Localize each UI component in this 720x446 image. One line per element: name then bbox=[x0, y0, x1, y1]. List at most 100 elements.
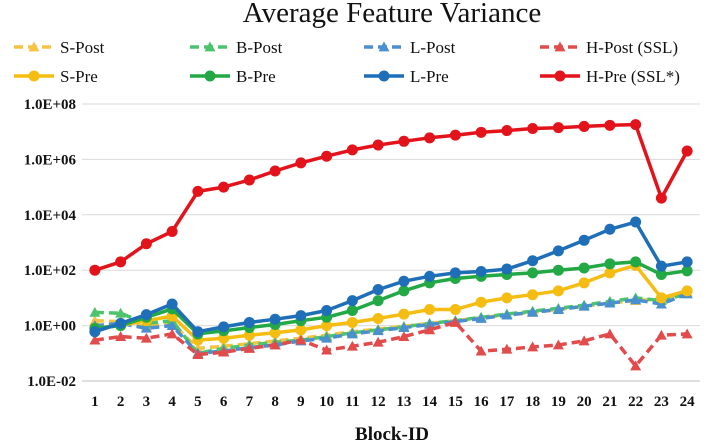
data-point bbox=[346, 295, 358, 307]
data-point bbox=[346, 316, 358, 328]
data-point bbox=[655, 268, 667, 280]
data-point bbox=[166, 328, 178, 339]
data-point bbox=[604, 223, 616, 235]
data-point bbox=[166, 320, 178, 330]
legend-entry: L-Pre bbox=[364, 67, 449, 86]
data-point bbox=[372, 284, 384, 296]
legend-entry: B-Post bbox=[190, 38, 283, 57]
data-point bbox=[630, 119, 642, 131]
data-point bbox=[218, 321, 230, 333]
x-tick-label: 6 bbox=[220, 394, 228, 410]
x-tick-label: 22 bbox=[628, 394, 643, 410]
data-point bbox=[269, 327, 281, 339]
data-point bbox=[449, 316, 461, 327]
data-point bbox=[321, 305, 333, 317]
data-point bbox=[372, 313, 384, 325]
data-point bbox=[398, 322, 410, 332]
data-point bbox=[398, 275, 410, 287]
data-point bbox=[115, 331, 127, 342]
data-point bbox=[681, 285, 693, 297]
series-line bbox=[94, 260, 688, 336]
x-tick-label: 16 bbox=[474, 394, 490, 410]
data-point bbox=[166, 298, 178, 310]
data-point bbox=[243, 342, 255, 353]
data-point bbox=[681, 265, 693, 277]
data-point bbox=[204, 70, 216, 82]
data-point bbox=[269, 313, 281, 325]
legend-label: S-Post bbox=[60, 38, 105, 57]
data-point bbox=[449, 267, 461, 279]
legend-entry: B-Pre bbox=[190, 67, 276, 86]
data-point bbox=[681, 145, 693, 157]
data-point bbox=[398, 135, 410, 147]
y-tick-label: 1.0E+00 bbox=[24, 319, 76, 335]
data-point bbox=[346, 340, 358, 351]
data-point bbox=[630, 216, 642, 228]
data-point bbox=[166, 225, 178, 237]
data-point bbox=[655, 329, 667, 340]
data-point bbox=[630, 294, 642, 305]
x-tick-label: 10 bbox=[319, 394, 334, 410]
data-point bbox=[501, 125, 513, 137]
y-tick-label: 1.0E-02 bbox=[27, 374, 76, 390]
data-point bbox=[424, 324, 436, 335]
data-point bbox=[552, 285, 564, 297]
data-point bbox=[449, 304, 461, 316]
legend-entry: S-Pre bbox=[14, 67, 98, 86]
data-point bbox=[424, 132, 436, 144]
x-tick-label: 20 bbox=[577, 394, 592, 410]
data-point bbox=[578, 277, 590, 289]
data-point bbox=[475, 265, 487, 277]
data-point bbox=[527, 267, 539, 279]
x-tick-label: 17 bbox=[499, 394, 515, 410]
legend-entry: H-Pre (SSL*) bbox=[540, 67, 680, 86]
data-point bbox=[424, 304, 436, 316]
data-point bbox=[243, 316, 255, 328]
data-point bbox=[604, 328, 616, 339]
x-tick-label: 18 bbox=[525, 394, 540, 410]
data-point bbox=[89, 326, 101, 338]
data-point bbox=[554, 41, 566, 52]
data-point bbox=[140, 322, 152, 333]
data-point bbox=[204, 41, 216, 52]
series-h-post-ssl bbox=[89, 316, 693, 371]
data-point bbox=[140, 309, 152, 321]
data-point bbox=[604, 267, 616, 279]
data-point bbox=[630, 360, 642, 371]
y-tick-label: 1.0E+08 bbox=[24, 97, 76, 113]
data-point bbox=[398, 331, 410, 342]
chart-title: Average Feature Variance bbox=[243, 0, 541, 29]
data-point bbox=[527, 306, 539, 317]
series-line bbox=[94, 122, 689, 272]
legend: S-Post B-Post L-Post H-Post (SSL) S-Pre B-Pre… bbox=[14, 38, 680, 86]
data-point bbox=[552, 339, 564, 350]
data-point bbox=[295, 310, 307, 322]
data-point bbox=[501, 263, 513, 275]
data-point bbox=[346, 144, 358, 156]
data-point bbox=[192, 326, 204, 338]
grid bbox=[82, 103, 700, 382]
data-point bbox=[475, 313, 487, 323]
data-point bbox=[372, 325, 384, 336]
data-point bbox=[218, 346, 230, 357]
data-point bbox=[604, 297, 616, 308]
legend-entry: S-Post bbox=[14, 38, 105, 57]
data-point bbox=[295, 157, 307, 169]
data-point bbox=[378, 41, 390, 52]
series-line bbox=[94, 320, 688, 368]
legend-label: B-Pre bbox=[236, 67, 276, 86]
x-tick-label: 12 bbox=[371, 394, 386, 410]
data-point bbox=[295, 324, 307, 336]
data-point bbox=[475, 126, 487, 138]
x-tick-label: 8 bbox=[271, 394, 279, 410]
data-point bbox=[578, 300, 590, 311]
data-point bbox=[140, 332, 152, 343]
legend-label: L-Post bbox=[410, 38, 456, 57]
data-point bbox=[372, 336, 384, 347]
x-tick-label: 4 bbox=[168, 394, 176, 410]
y-tick-label: 1.0E+06 bbox=[24, 152, 77, 168]
x-tick-label: 13 bbox=[396, 394, 411, 410]
x-tick-label: 14 bbox=[422, 394, 438, 410]
data-point bbox=[655, 298, 667, 309]
